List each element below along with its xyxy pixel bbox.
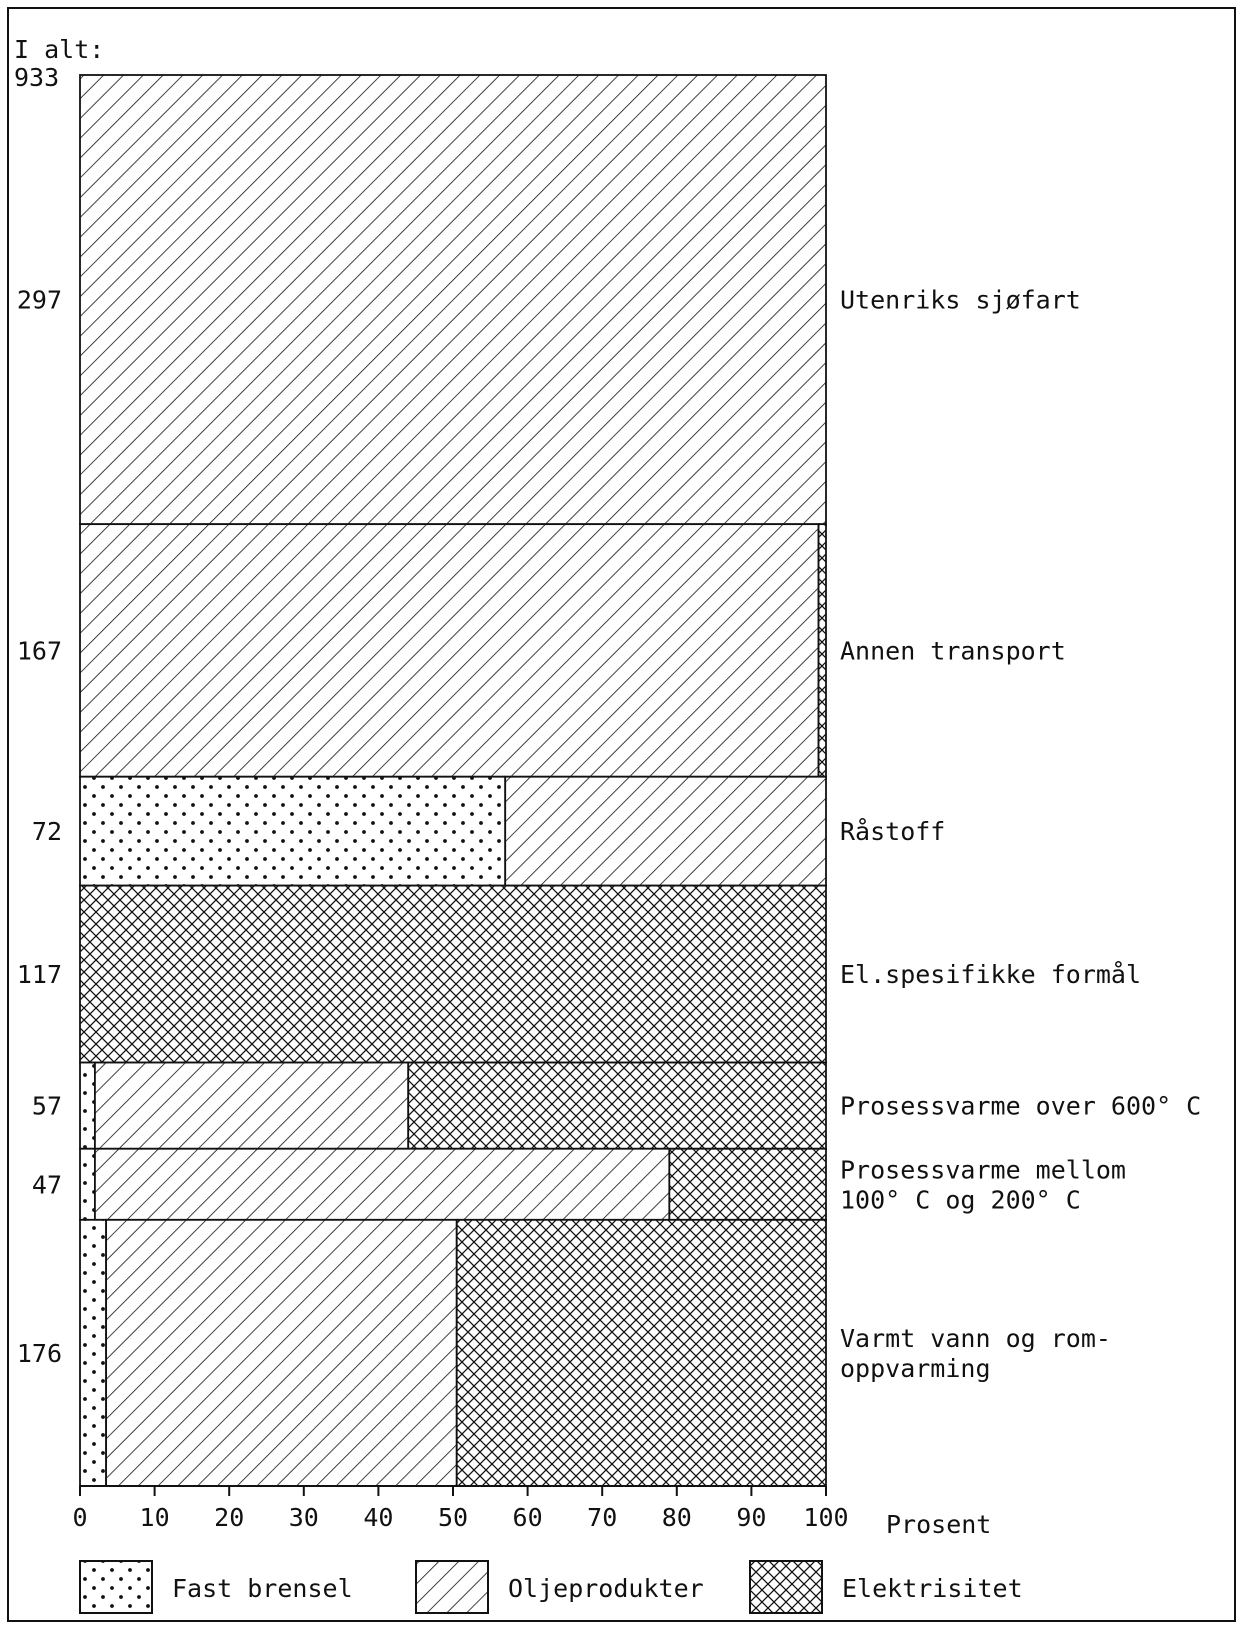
bars — [79, 74, 827, 1487]
x-tick-label-1: 10 — [140, 1503, 170, 1532]
row-totals: 297 167 72 117 57 47 176 — [17, 286, 62, 1368]
row-total-4: 57 — [32, 1092, 62, 1121]
legend-label-olje: Oljeprodukter — [508, 1574, 704, 1603]
bar-segment-olje-1 — [79, 523, 820, 778]
row-label-4-0: Prosessvarme over 600° C — [840, 1092, 1201, 1121]
legend-swatch-olje — [415, 1560, 489, 1614]
x-tick-label-5: 50 — [438, 1503, 468, 1532]
chart-frame — [7, 7, 1236, 1622]
bar-segment-olje-4 — [94, 1061, 410, 1150]
x-tick-label-4: 40 — [363, 1503, 393, 1532]
bar-segment-fast-4 — [79, 1061, 96, 1150]
bar-segment-fast-2 — [79, 775, 507, 887]
bar-segment-olje-6 — [105, 1218, 458, 1487]
row-total-6: 176 — [17, 1339, 62, 1368]
row-total-5: 47 — [32, 1170, 62, 1199]
legend-label-el: Elektrisitet — [842, 1574, 1023, 1603]
row-label-6-0: Varmt vann og rom- — [840, 1324, 1111, 1353]
x-tick-label-3: 30 — [289, 1503, 319, 1532]
row-labels: Utenriks sjøfart Annen transport Råstoff El… — [840, 286, 1201, 1383]
x-tick-label-6: 60 — [513, 1503, 543, 1532]
bar-segment-el-6 — [455, 1218, 827, 1487]
x-axis-label: Prosent — [886, 1510, 991, 1539]
row-label-0-0: Utenriks sjøfart — [840, 286, 1081, 315]
x-tick-label-9: 90 — [736, 1503, 766, 1532]
bar-segment-el-4 — [407, 1061, 827, 1150]
x-tick-label-8: 80 — [662, 1503, 692, 1532]
total-title: I alt: — [14, 35, 104, 64]
bar-segment-olje-5 — [94, 1147, 671, 1221]
x-tick-label-7: 70 — [587, 1503, 617, 1532]
bar-segment-fast-5 — [79, 1147, 96, 1221]
x-tick-label-10: 100 — [803, 1503, 848, 1532]
bar-segment-el-5 — [668, 1147, 827, 1221]
row-total-2: 72 — [32, 817, 62, 846]
row-label-3-0: El.spesifikke formål — [840, 960, 1141, 989]
row-label-5-1: 100° C og 200° C — [840, 1185, 1081, 1214]
row-total-1: 167 — [17, 636, 62, 665]
total-value: 933 — [14, 63, 59, 92]
bar-segment-el-3 — [79, 884, 827, 1064]
x-axis: 0 10 20 30 40 50 60 70 80 90 100 — [72, 1485, 849, 1532]
legend-swatch-el — [749, 1560, 823, 1614]
bar-segment-el-1 — [817, 523, 827, 778]
legend-swatch-fast — [79, 1560, 153, 1614]
bar-segment-fast-6 — [79, 1218, 108, 1487]
row-label-6-1: oppvarming — [840, 1354, 991, 1383]
legend-label-fast: Fast brensel — [172, 1574, 353, 1603]
x-tick-label-2: 20 — [214, 1503, 244, 1532]
row-label-5-0: Prosessvarme mellom — [840, 1155, 1126, 1184]
row-label-1-0: Annen transport — [840, 636, 1066, 665]
bar-segment-olje-0 — [79, 74, 827, 526]
row-total-0: 297 — [17, 286, 62, 315]
row-label-2-0: Råstoff — [840, 817, 945, 846]
x-tick-label-0: 0 — [72, 1503, 87, 1532]
legend: Fast brensel Oljeprodukter Elektrisitet — [79, 1560, 1023, 1614]
row-total-3: 117 — [17, 960, 62, 989]
bar-segment-olje-2 — [504, 775, 827, 887]
